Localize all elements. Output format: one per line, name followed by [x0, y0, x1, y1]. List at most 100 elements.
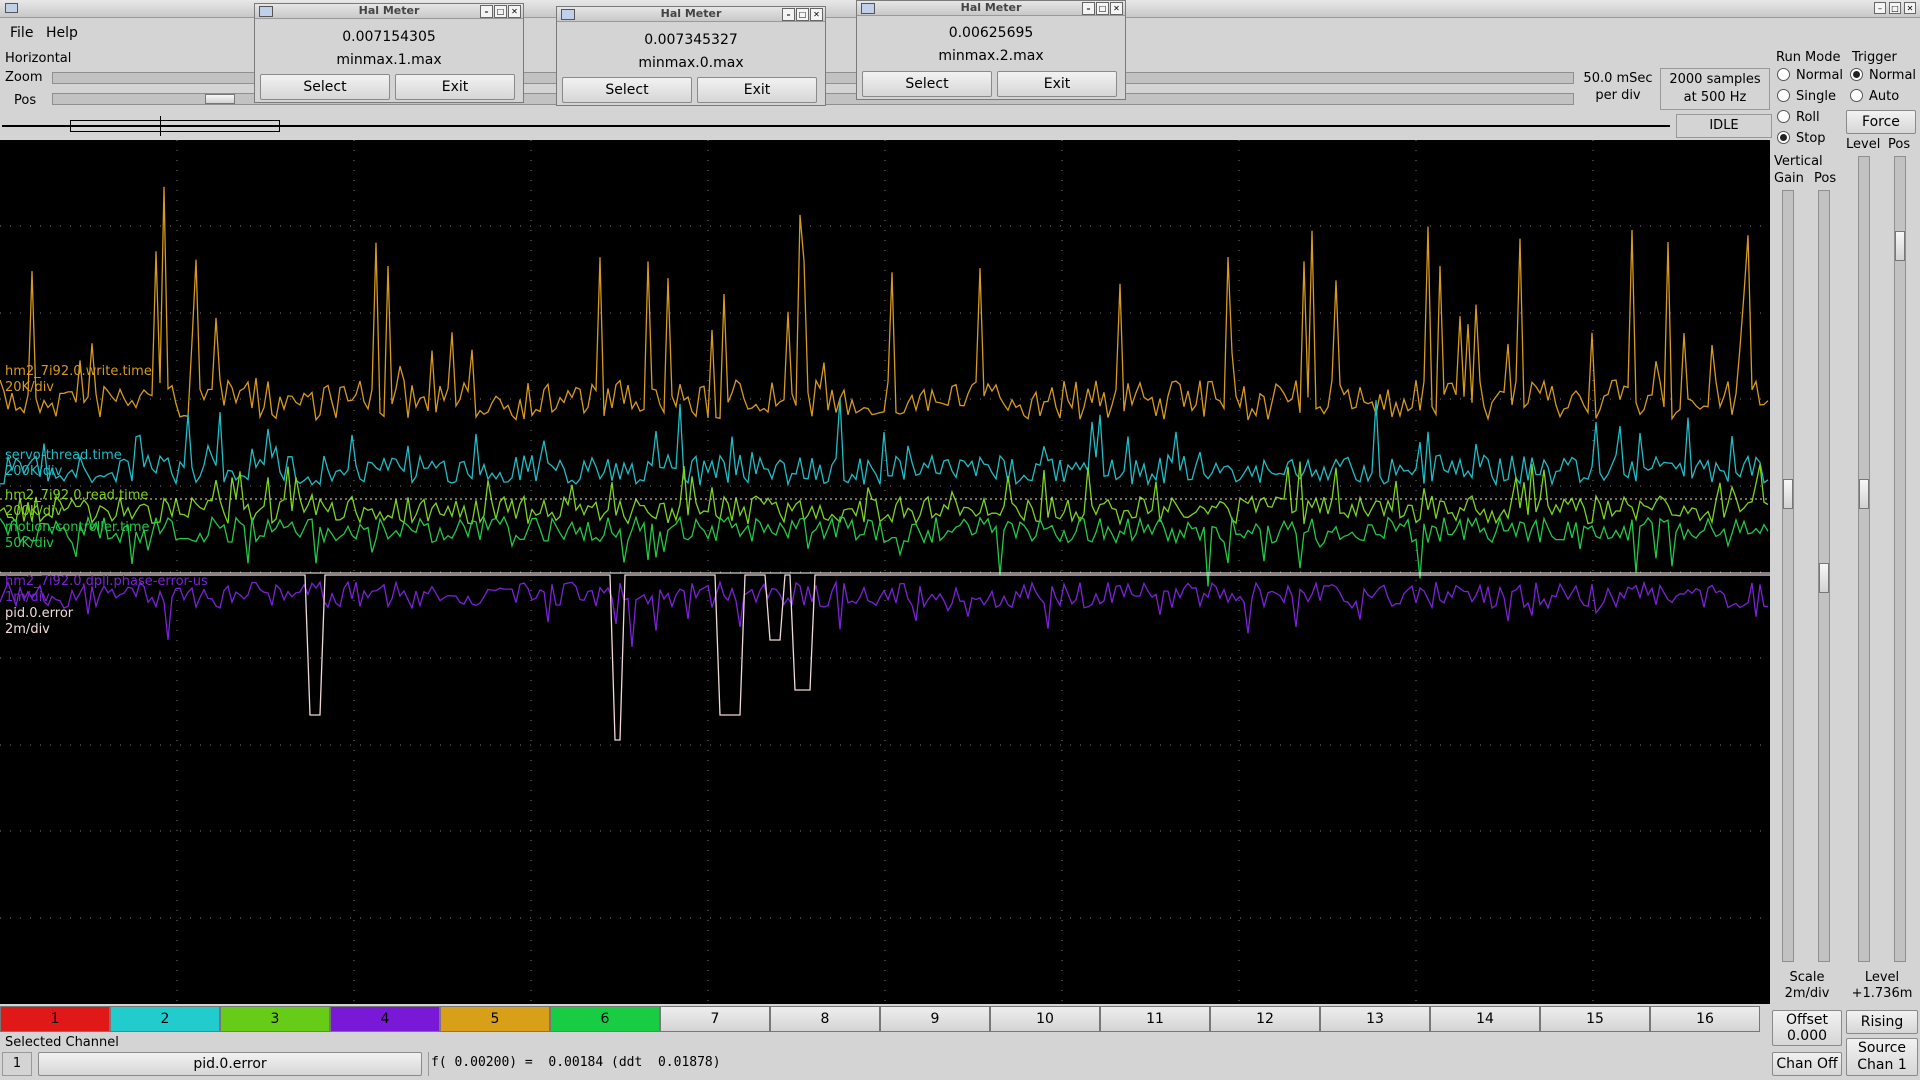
run-mode-label: Run Mode	[1776, 50, 1841, 65]
hal-meter-1-title: Hal Meter	[358, 4, 420, 17]
trigger-source-button[interactable]: Source Chan 1	[1846, 1038, 1918, 1076]
window-icon	[5, 3, 18, 13]
hal-meter-3-pin: minmax.2.max	[938, 48, 1044, 64]
close-icon[interactable]: ✕	[508, 5, 521, 18]
run-mode-stop[interactable]: Stop	[1777, 131, 1826, 149]
selected-channel-name-button[interactable]: pid.0.error	[38, 1052, 422, 1076]
chan-off-button[interactable]: Chan Off	[1772, 1052, 1842, 1076]
hal-meter-1-exit-button[interactable]: Exit	[395, 74, 515, 100]
maximize-icon[interactable]: □	[1889, 2, 1901, 14]
channel-button-11[interactable]: 11	[1100, 1006, 1210, 1032]
offset-button[interactable]: Offset 0.000	[1772, 1010, 1842, 1046]
hal-meter-1-select-button[interactable]: Select	[260, 74, 390, 100]
trace-scale: 200K/div	[5, 504, 63, 519]
run-mode-single[interactable]: Single	[1777, 89, 1836, 107]
trace-label: pid.0.error 2m/div	[5, 606, 73, 638]
trace-label: servo-thread.time 200K/div	[5, 448, 122, 480]
channel-button-13[interactable]: 13	[1320, 1006, 1430, 1032]
channel-button-14[interactable]: 14	[1430, 1006, 1540, 1032]
run-mode-normal[interactable]: Normal	[1777, 68, 1843, 86]
pos-label: Pos	[14, 93, 37, 108]
force-button[interactable]: Force	[1846, 110, 1916, 134]
channel-button-12[interactable]: 12	[1210, 1006, 1320, 1032]
hal-meter-3-exit-button[interactable]: Exit	[997, 71, 1117, 97]
radio-indicator[interactable]	[1850, 68, 1863, 81]
menu-help[interactable]: Help	[46, 25, 78, 41]
radio-indicator[interactable]	[1777, 110, 1790, 123]
minimize-icon[interactable]: –	[782, 8, 795, 21]
level-display: Level +1.736m	[1846, 970, 1918, 1006]
trigger-pos-thumb[interactable]	[1895, 231, 1905, 261]
trace-waveform	[0, 186, 1769, 422]
vertical-gain-thumb[interactable]	[1783, 479, 1793, 509]
trigger-label: Trigger	[1852, 50, 1897, 65]
menu-file[interactable]: File	[10, 25, 34, 41]
trigger-mode-auto[interactable]: Auto	[1850, 89, 1899, 107]
trace-name: servo-thread.time	[5, 448, 122, 463]
radio-indicator[interactable]	[1777, 131, 1790, 144]
hal-meter-3: Hal Meter – □ ✕ 0.00625695 minmax.2.max …	[856, 0, 1126, 100]
close-icon[interactable]: ✕	[810, 8, 823, 21]
close-icon[interactable]: ✕	[1110, 2, 1123, 15]
maximize-icon[interactable]: □	[494, 5, 507, 18]
maximize-icon[interactable]: □	[1096, 2, 1109, 15]
vertical-pos-thumb[interactable]	[1819, 563, 1829, 593]
trace-label: motion-controller.time 50K/div	[5, 520, 150, 552]
trigger-level-thumb[interactable]	[1859, 479, 1869, 509]
radio-indicator[interactable]	[1777, 89, 1790, 102]
hal-meter-2-titlebar: Hal Meter – □ ✕	[557, 7, 825, 22]
radio-indicator[interactable]	[1777, 68, 1790, 81]
hal-meter-3-select-button[interactable]: Select	[862, 71, 992, 97]
hal-meter-window-icon	[561, 9, 575, 20]
channel-button-10[interactable]: 10	[990, 1006, 1100, 1032]
trace-scale: 2m/div	[5, 622, 50, 637]
hal-meter-3-value: 0.00625695	[948, 25, 1034, 41]
hal-meter-2-value: 0.007345327	[644, 32, 738, 48]
minimize-icon[interactable]: –	[480, 5, 493, 18]
trace-name: hm2_7i92.0.write.time	[5, 364, 152, 379]
channel-button-9[interactable]: 9	[880, 1006, 990, 1032]
run-mode-roll[interactable]: Roll	[1777, 110, 1820, 128]
samples-display: 2000 samples at 500 Hz	[1660, 68, 1770, 110]
maximize-icon[interactable]: □	[796, 8, 809, 21]
vertical-gain-slider[interactable]	[1782, 190, 1794, 962]
hal-meter-2-exit-button[interactable]: Exit	[697, 77, 817, 103]
minimize-icon[interactable]: –	[1874, 2, 1886, 14]
trigger-edge-button[interactable]: Rising	[1846, 1010, 1918, 1034]
trace-waveform	[0, 574, 1770, 741]
hal-meter-1-pin: minmax.1.max	[336, 52, 442, 68]
pos-slider-thumb[interactable]	[205, 94, 235, 104]
trigger-pos-slider[interactable]	[1894, 156, 1906, 962]
rate-line-1: 50.0 mSec	[1583, 71, 1653, 86]
zoom-label: Zoom	[5, 70, 43, 85]
channel-button-3[interactable]: 3	[220, 1006, 330, 1032]
radio-indicator[interactable]	[1850, 89, 1863, 102]
channel-button-2[interactable]: 2	[110, 1006, 220, 1032]
hal-meter-2-pin: minmax.0.max	[638, 55, 744, 71]
channel-button-8[interactable]: 8	[770, 1006, 880, 1032]
level-title: Level	[1864, 970, 1900, 985]
hal-meter-2-select-button[interactable]: Select	[562, 77, 692, 103]
hal-meter-1-titlebar: Hal Meter – □ ✕	[255, 4, 523, 19]
channel-button-7[interactable]: 7	[660, 1006, 770, 1032]
selected-channel-number: 1	[2, 1052, 32, 1076]
channel-button-1[interactable]: 1	[0, 1006, 110, 1032]
vertical-pos-slider[interactable]	[1818, 190, 1830, 962]
channel-button-16[interactable]: 16	[1650, 1006, 1760, 1032]
horizontal-label: Horizontal	[5, 51, 72, 66]
channel-button-4[interactable]: 4	[330, 1006, 440, 1032]
channel-button-6[interactable]: 6	[550, 1006, 660, 1032]
sample-rate-display: 50.0 mSec per div	[1578, 70, 1658, 108]
close-icon[interactable]: ✕	[1904, 2, 1916, 14]
channel-button-5[interactable]: 5	[440, 1006, 550, 1032]
timeline-window[interactable]	[70, 120, 280, 132]
trigger-mode-label-text: Auto	[1869, 89, 1900, 104]
channel-button-15[interactable]: 15	[1540, 1006, 1650, 1032]
channel-readout: f( 0.00200) = 0.00184 (ddt 0.01878)	[428, 1052, 1768, 1076]
scale-display: Scale 2m/div	[1772, 970, 1842, 1006]
trigger-level-slider[interactable]	[1858, 156, 1870, 962]
offset-value: 0.000	[1786, 1028, 1828, 1044]
minimize-icon[interactable]: –	[1082, 2, 1095, 15]
record-timeline[interactable]	[2, 116, 1672, 136]
trigger-mode-normal[interactable]: Normal	[1850, 68, 1916, 86]
